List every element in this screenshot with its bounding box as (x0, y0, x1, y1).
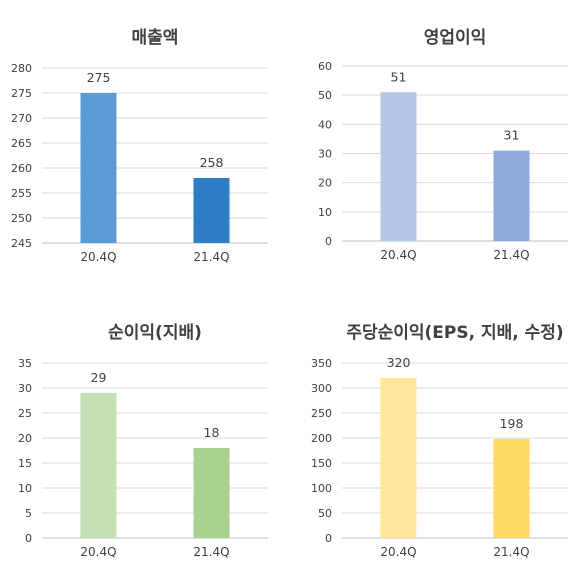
y-tick-label: 0 (25, 532, 32, 545)
data-label: 320 (387, 355, 411, 370)
y-tick-label: 300 (311, 382, 332, 395)
bar (380, 92, 417, 241)
operating-profit-chart: 영업이익 0 10 20 30 40 50 60 51 20.4Q 31 21.4Q (318, 28, 568, 262)
y-tick-label: 260 (11, 162, 32, 175)
y-tick-label: 265 (11, 137, 32, 150)
y-tick-label: 40 (318, 118, 332, 131)
revenue-chart: 매출액 245 250 255 260 265 270 275 280 275 20.4Q 258 21… (11, 28, 268, 264)
bar (493, 150, 530, 241)
y-tick-label: 245 (11, 237, 32, 250)
chart-title: 영업이익 (424, 28, 487, 48)
y-tick-label: 30 (318, 148, 332, 161)
x-tick-label: 20.4Q (80, 250, 116, 264)
x-tick-label: 20.4Q (380, 248, 416, 262)
x-tick-label: 21.4Q (193, 250, 229, 264)
y-tick-label: 5 (25, 507, 32, 520)
data-label: 258 (200, 155, 224, 170)
y-tick-label: 250 (311, 407, 332, 420)
y-tick-label: 0 (325, 235, 332, 248)
x-tick-label: 20.4Q (80, 545, 116, 559)
y-tick-label: 150 (311, 457, 332, 470)
bar (193, 448, 230, 538)
x-tick-label: 21.4Q (193, 545, 229, 559)
bar (380, 378, 417, 538)
y-tick-label: 250 (11, 212, 32, 225)
bar (493, 439, 530, 538)
y-tick-label: 50 (318, 89, 332, 102)
x-tick-label: 20.4Q (380, 545, 416, 559)
y-tick-label: 255 (11, 187, 32, 200)
y-tick-label: 10 (18, 482, 32, 495)
y-tick-label: 25 (18, 407, 32, 420)
y-tick-label: 270 (11, 112, 32, 125)
y-tick-label: 100 (311, 482, 332, 495)
data-label: 31 (504, 128, 520, 143)
bar (80, 93, 117, 243)
chart-title: 매출액 (132, 28, 179, 48)
y-tick-label: 50 (318, 507, 332, 520)
x-tick-label: 21.4Q (493, 248, 529, 262)
x-tick-label: 21.4Q (493, 545, 529, 559)
y-tick-label: 20 (18, 432, 32, 445)
bar (193, 178, 230, 243)
y-tick-label: 350 (311, 357, 332, 370)
data-label: 198 (500, 416, 524, 431)
y-tick-label: 275 (11, 87, 32, 100)
y-tick-label: 280 (11, 62, 32, 75)
y-tick-label: 200 (311, 432, 332, 445)
y-tick-label: 0 (325, 532, 332, 545)
data-label: 18 (204, 425, 220, 440)
chart-title: 순이익(지배) (108, 323, 202, 343)
data-label: 29 (91, 370, 107, 385)
y-tick-label: 20 (318, 177, 332, 190)
bar (80, 393, 117, 538)
chart-title: 주당순이익(EPS, 지배, 수정) (346, 323, 563, 343)
y-tick-label: 10 (318, 206, 332, 219)
y-tick-label: 35 (18, 357, 32, 370)
eps-chart: 주당순이익(EPS, 지배, 수정) 0 50 100 150 200 250 300 350 3… (311, 323, 568, 559)
data-label: 275 (87, 70, 111, 85)
data-label: 51 (391, 69, 407, 84)
y-tick-label: 60 (318, 60, 332, 73)
y-tick-label: 30 (18, 382, 32, 395)
net-income-chart: 순이익(지배) 0 5 10 15 20 25 30 35 29 20.4Q 18 21.4Q (18, 323, 268, 559)
y-tick-label: 15 (18, 457, 32, 470)
